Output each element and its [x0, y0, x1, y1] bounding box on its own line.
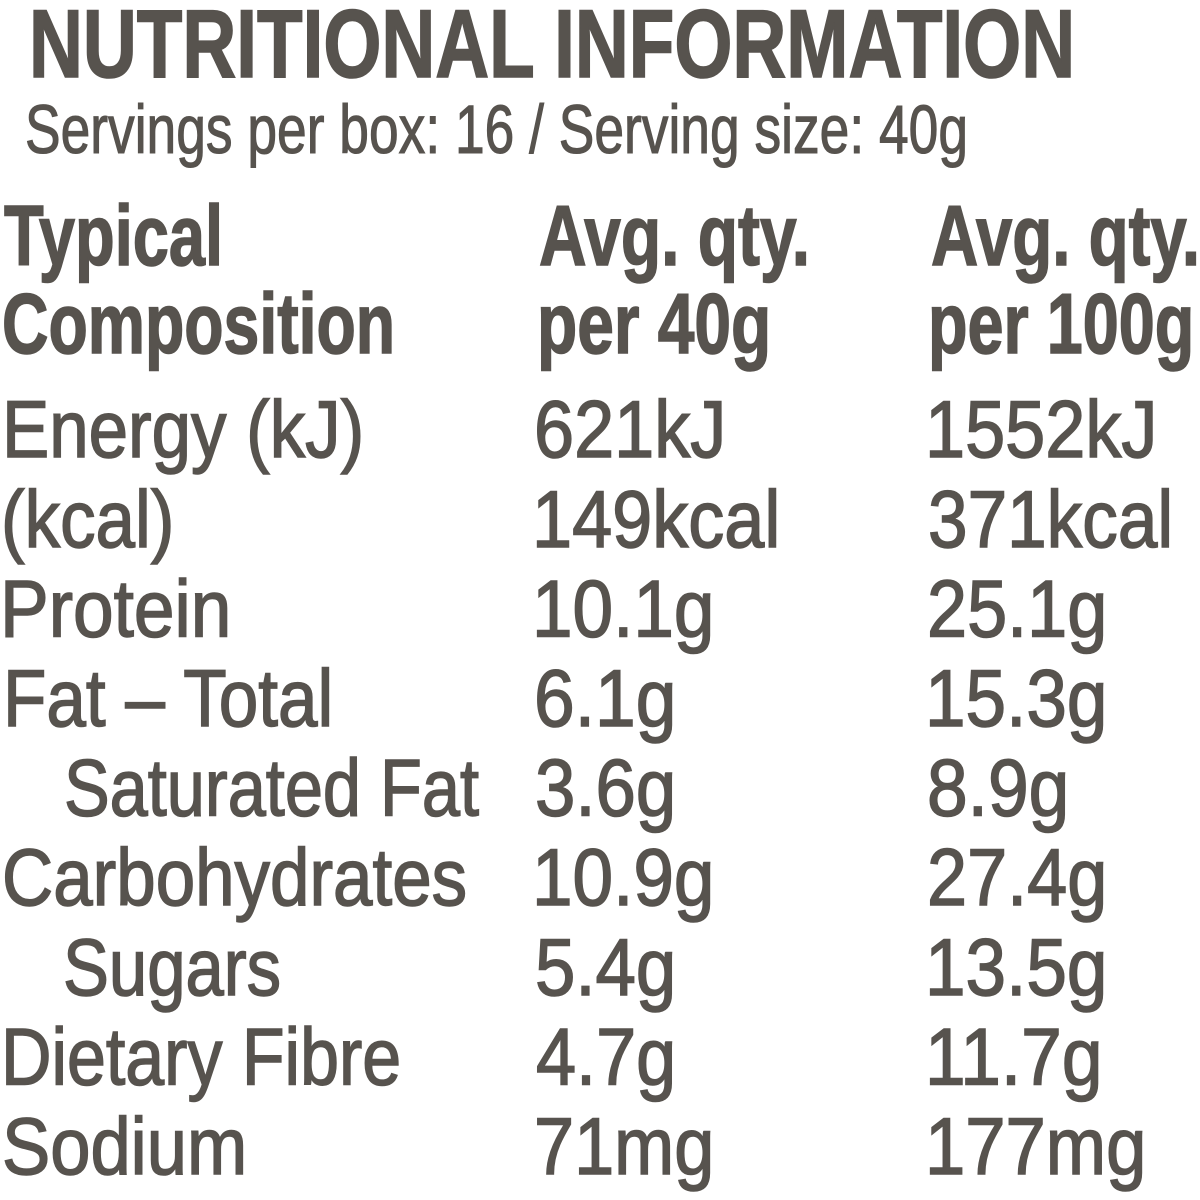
svg-text:4.7g: 4.7g [536, 1012, 676, 1102]
svg-text:149kcal: 149kcal [532, 475, 780, 565]
svg-text:13.5g: 13.5g [925, 923, 1108, 1013]
svg-text:NUTRITIONAL INFORMATION: NUTRITIONAL INFORMATION [29, 0, 1075, 98]
svg-text:11.7g: 11.7g [925, 1012, 1103, 1102]
svg-text:27.4g: 27.4g [927, 833, 1107, 923]
svg-text:8.9g: 8.9g [927, 744, 1069, 834]
svg-text:25.1g: 25.1g [927, 565, 1107, 655]
svg-text:Dietary Fibre: Dietary Fibre [1, 1012, 401, 1102]
svg-text:Typical: Typical [4, 188, 223, 284]
svg-text:Composition: Composition [2, 276, 395, 372]
svg-text:71mg: 71mg [534, 1102, 714, 1192]
svg-text:Avg. qty.: Avg. qty. [931, 188, 1200, 284]
svg-text:10.1g: 10.1g [532, 565, 715, 655]
svg-text:Carbohydrates: Carbohydrates [2, 833, 467, 923]
svg-text:Saturated Fat: Saturated Fat [64, 744, 479, 834]
svg-text:(kcal): (kcal) [1, 475, 174, 565]
svg-text:Sugars: Sugars [63, 923, 281, 1013]
svg-text:15.3g: 15.3g [925, 654, 1108, 744]
svg-text:Fat – Total: Fat – Total [3, 654, 333, 744]
svg-text:Energy (kJ): Energy (kJ) [2, 385, 364, 475]
svg-text:177mg: 177mg [925, 1102, 1146, 1192]
svg-text:6.1g: 6.1g [534, 654, 676, 744]
svg-text:Protein: Protein [0, 565, 231, 655]
svg-text:3.6g: 3.6g [535, 744, 676, 834]
svg-text:1552kJ: 1552kJ [925, 385, 1157, 475]
svg-text:per 40g: per 40g [537, 276, 771, 372]
svg-text:5.4g: 5.4g [535, 923, 676, 1013]
svg-text:Sodium: Sodium [2, 1102, 247, 1192]
svg-text:per 100g: per 100g [928, 276, 1194, 372]
svg-text:371kcal: 371kcal [928, 475, 1173, 565]
svg-text:621kJ: 621kJ [534, 385, 726, 475]
svg-text:Avg. qty.: Avg. qty. [539, 188, 810, 284]
svg-text:Servings per box: 16 / Serving: Servings per box: 16 / Serving size: 40g [25, 92, 968, 168]
svg-text:10.9g: 10.9g [532, 833, 715, 923]
